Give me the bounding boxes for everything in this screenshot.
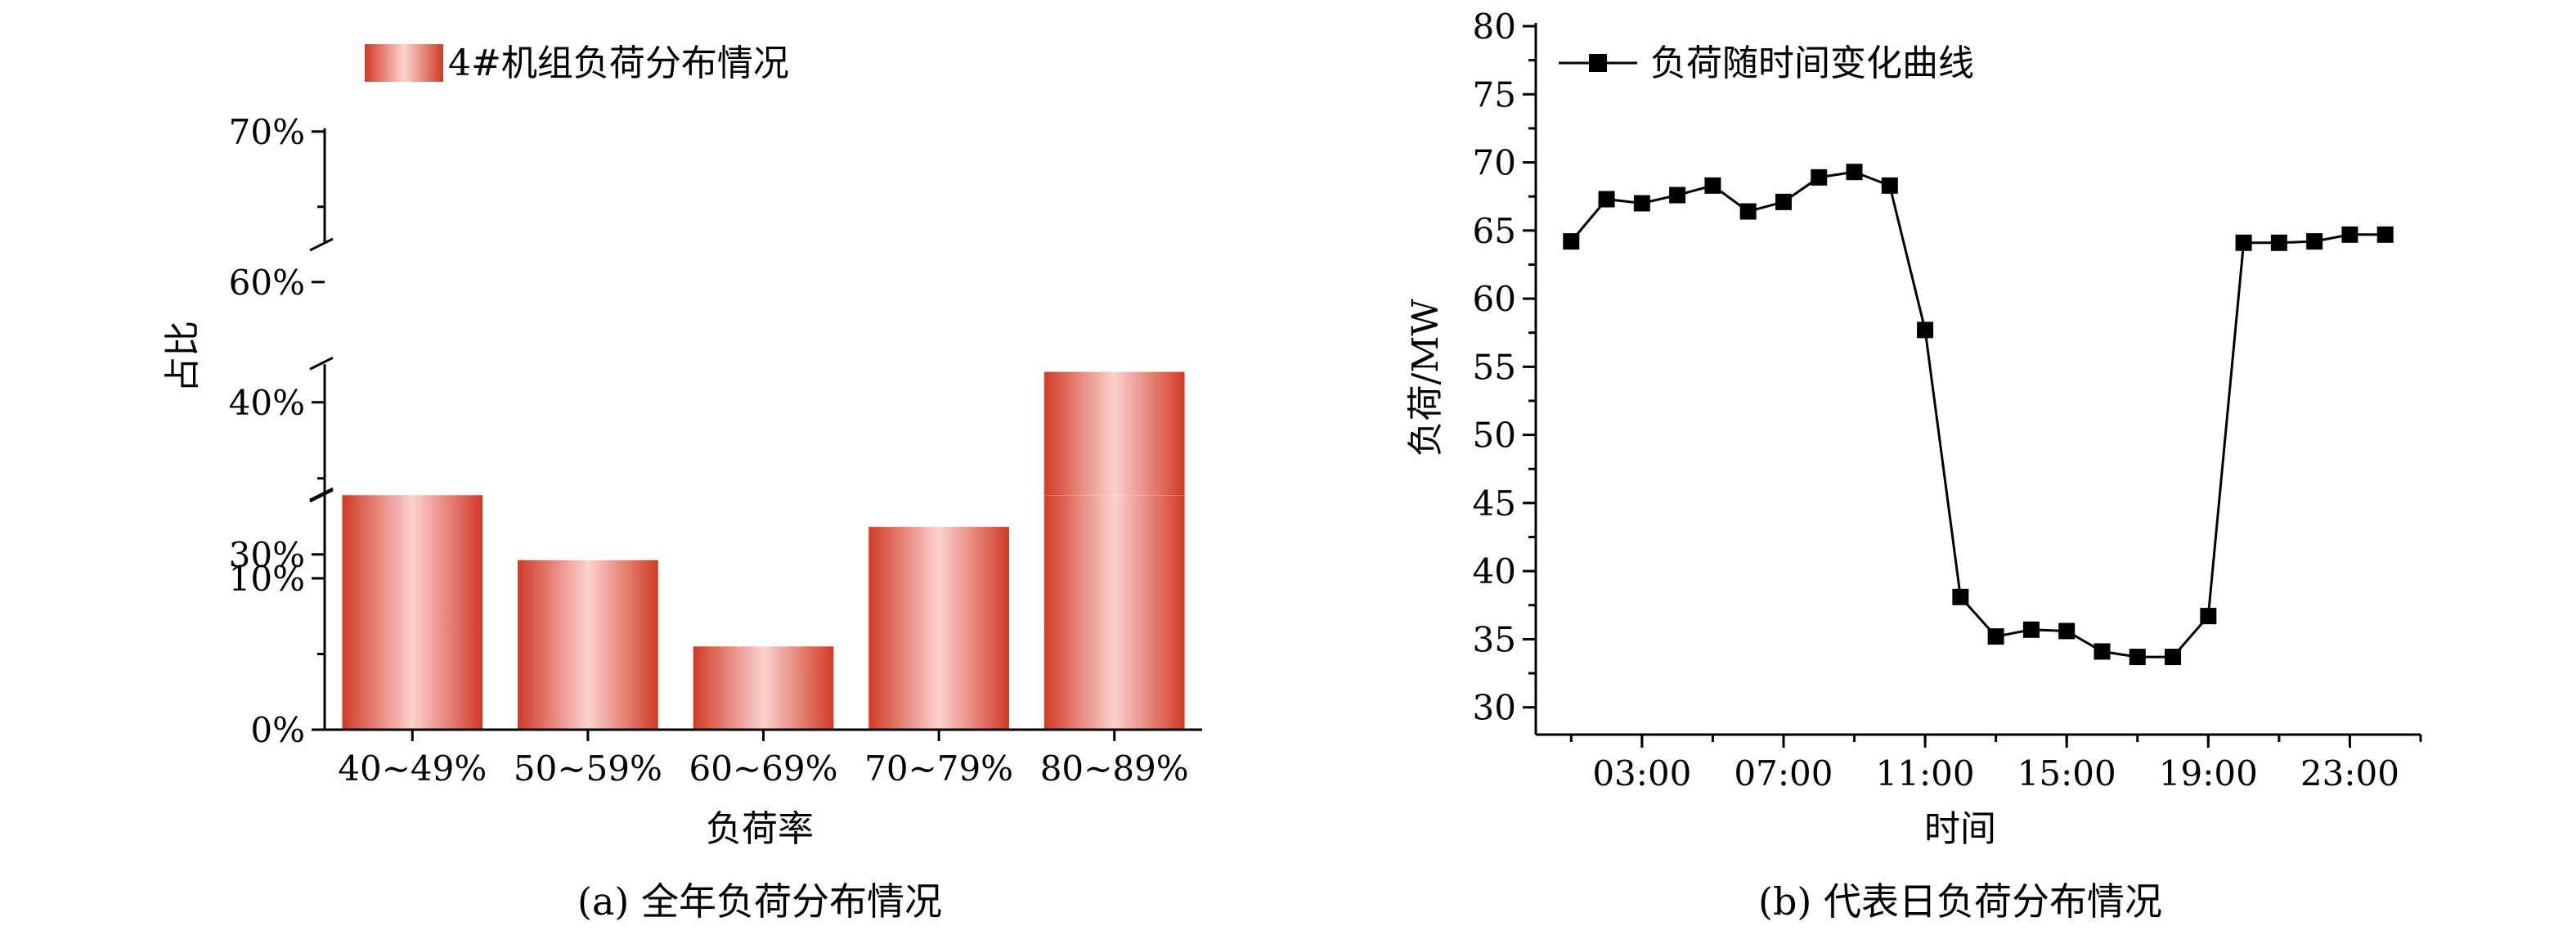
chart-b-y-axis-label: 负荷/MW — [1405, 299, 1447, 457]
chart-b-data-point — [2129, 649, 2146, 666]
chart-b-data-point — [1775, 193, 1792, 210]
chart-b-series-line — [1570, 170, 2385, 659]
chart-b-data-point — [1987, 628, 2004, 645]
chart-b-data-point — [2022, 621, 2040, 638]
chart-b-legend: 负荷随时间变化曲线 — [1559, 43, 1974, 84]
chart-b-data-point — [2306, 233, 2323, 250]
chart-a-bar — [342, 495, 483, 730]
chart-a-x-ticks: 40~49% 50~59% 60~69% 70~79% 80~89% — [338, 730, 1189, 789]
chart-b-y-tick-label: 30 — [1473, 688, 1516, 728]
chart-a-x-tick-label: 50~59% — [514, 748, 662, 789]
chart-b-data-point — [2165, 649, 2182, 666]
chart-a-bar — [868, 527, 1009, 730]
chart-b-caption: (b) 代表日负荷分布情况 — [1758, 879, 2162, 924]
chart-a-bars — [342, 371, 1185, 730]
chart-b-legend-label: 负荷随时间变化曲线 — [1650, 43, 1974, 84]
chart-a-y-tick-label: 70% — [229, 112, 305, 152]
chart-a-caption: (a) 全年负荷分布情况 — [577, 879, 942, 924]
chart-b-y-tick-label: 70 — [1473, 143, 1516, 183]
chart-b-y-tick-label: 35 — [1473, 619, 1516, 659]
chart-a-bar-upper-part — [1043, 371, 1185, 495]
chart-b-y-tick-label: 60 — [1473, 279, 1516, 319]
chart-b-x-axis-label: 时间 — [1924, 808, 1996, 850]
chart-b-x-ticks: 03:00 07:00 11:00 15:00 19:00 23:00 — [1569, 735, 2422, 793]
chart-a-bar — [1043, 495, 1185, 730]
chart-a-axis-break-mark — [309, 488, 334, 503]
chart-a-legend: 4#机组负荷分布情况 — [365, 43, 789, 84]
chart-b-data-point — [1598, 191, 1615, 208]
chart-a-bar — [518, 560, 658, 730]
chart-a-y-tick-label: 30% — [229, 535, 305, 575]
chart-b-data-point — [2270, 234, 2287, 251]
chart-b-data-point — [1669, 187, 1686, 204]
chart-b-points — [1563, 164, 2394, 666]
chart-b-y-tick-label: 75 — [1473, 74, 1516, 115]
chart-b-x-tick-label: 03:00 — [1592, 753, 1691, 793]
chart-b: 30 35 40 45 50 55 60 65 70 75 80 03:00 07:00 11:00 15… — [1405, 7, 2422, 924]
chart-b-x-tick-label: 19:00 — [2159, 753, 2258, 793]
chart-b-data-point — [1917, 321, 1934, 339]
chart-b-data-point — [2200, 608, 2217, 625]
chart-a-y-tick-label: 40% — [229, 383, 305, 423]
chart-a-y-ticks: 0% 10%30% 40% 60% 70% — [229, 112, 325, 750]
chart-b-y-tick-label: 45 — [1473, 483, 1516, 524]
chart-a-x-axis-label: 负荷率 — [706, 808, 814, 850]
chart-a-axis-break-mark — [309, 487, 334, 501]
chart-a-legend-label: 4#机组负荷分布情况 — [448, 43, 789, 84]
chart-b-data-point — [2376, 226, 2394, 243]
chart-b-data-point — [1846, 164, 1863, 181]
chart-a: 0% 10%30% 40% 60% 70% 40~49% 50~59% 60~69% 70~7… — [162, 43, 1202, 924]
chart-b-y-tick-label: 65 — [1473, 211, 1516, 251]
chart-b-data-point — [1633, 195, 1650, 212]
chart-a-y-axis-label: 占比 — [162, 321, 204, 393]
chart-a-x-tick-label: 40~49% — [338, 748, 487, 789]
chart-b-data-point — [2235, 234, 2252, 251]
chart-a-y-tick-label: 10% — [229, 559, 305, 599]
chart-a-bar — [693, 646, 834, 730]
chart-a-axis-break-mark — [309, 356, 334, 371]
chart-b-y-tick-label: 55 — [1473, 347, 1516, 387]
chart-a-x-tick-label: 60~69% — [689, 748, 838, 789]
chart-b-x-tick-label: 07:00 — [1734, 753, 1833, 793]
chart-b-x-tick-label: 15:00 — [2017, 753, 2116, 793]
chart-b-x-tick-label: 23:00 — [2300, 753, 2399, 793]
chart-a-legend-swatch — [365, 44, 443, 82]
chart-b-data-point — [1739, 203, 1757, 220]
chart-b-y-tick-label: 50 — [1473, 416, 1516, 456]
chart-b-data-point — [1952, 588, 1969, 605]
chart-b-y-tick-label: 40 — [1473, 551, 1516, 591]
chart-b-legend-marker — [1589, 54, 1607, 72]
chart-b-data-point — [1881, 177, 1898, 194]
chart-b-data-point — [2058, 623, 2076, 640]
chart-a-x-tick-label: 80~89% — [1040, 748, 1189, 789]
chart-b-y-tick-label: 80 — [1473, 7, 1516, 47]
chart-b-data-point — [1811, 169, 1828, 186]
chart-a-axis-break-mark — [309, 237, 334, 252]
chart-b-data-point — [1563, 233, 1580, 250]
chart-a-y-tick-label: 60% — [229, 263, 305, 303]
chart-a-x-tick-label: 70~79% — [864, 748, 1013, 789]
chart-a-y-tick-label: 0% — [250, 710, 305, 750]
chart-b-x-tick-label: 11:00 — [1876, 753, 1975, 793]
chart-b-data-point — [2341, 226, 2358, 243]
chart-b-data-point — [1704, 177, 1721, 194]
chart-b-data-point — [2094, 643, 2111, 660]
chart-b-y-ticks: 30 35 40 45 50 55 60 65 70 75 80 — [1473, 7, 1536, 728]
chart-b-axes — [1534, 23, 2421, 736]
